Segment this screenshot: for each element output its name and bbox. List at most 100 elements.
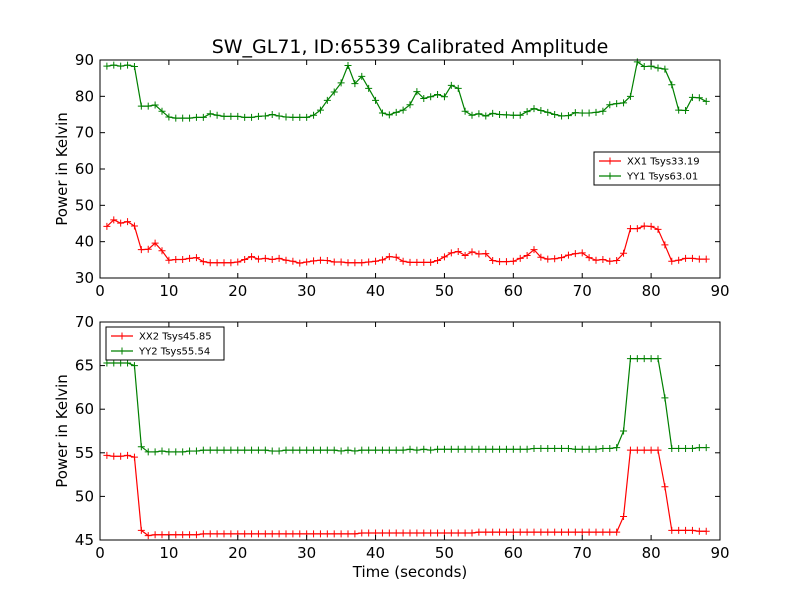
data-point: [254, 112, 262, 120]
data-point: [688, 526, 696, 534]
data-point: [399, 257, 407, 265]
data-point: [358, 529, 366, 537]
data-point: [316, 446, 324, 454]
legend-label: YY2 Tsys55.54: [138, 347, 210, 358]
data-point: [606, 101, 614, 109]
x-tick-label: 80: [642, 282, 661, 300]
data-point: [544, 255, 552, 263]
data-point: [144, 245, 152, 253]
data-point: [172, 448, 180, 456]
data-point: [489, 109, 497, 117]
data-point: [130, 63, 138, 71]
data-point: [179, 114, 187, 122]
data-point: [440, 445, 448, 453]
data-point: [447, 249, 455, 257]
data-point: [358, 72, 366, 80]
data-point: [702, 255, 710, 263]
data-point: [103, 62, 111, 70]
data-point: [289, 257, 297, 265]
data-point: [103, 359, 111, 367]
data-point: [551, 444, 559, 452]
data-point: [344, 61, 352, 69]
data-point: [537, 253, 545, 261]
data-point: [544, 444, 552, 452]
data-point: [558, 254, 566, 262]
data-point: [124, 359, 132, 367]
data-point: [268, 447, 276, 455]
data-point: [578, 528, 586, 536]
data-point: [372, 257, 380, 265]
data-point: [413, 258, 421, 266]
data-point: [599, 528, 607, 536]
x-tick-label: 0: [95, 544, 105, 562]
data-point: [620, 249, 628, 257]
data-point: [110, 452, 118, 460]
data-point: [117, 62, 125, 70]
data-point: [420, 445, 428, 453]
data-point: [378, 529, 386, 537]
data-point: [489, 445, 497, 453]
data-point: [330, 258, 338, 266]
top-legend: XX1 Tsys33.19 YY1 Tsys63.01: [593, 151, 721, 186]
data-point: [454, 529, 462, 537]
x-tick-label: 40: [366, 282, 385, 300]
data-point: [406, 445, 414, 453]
data-point: [358, 259, 366, 267]
data-point: [516, 528, 524, 536]
data-point: [206, 530, 214, 538]
data-point: [268, 530, 276, 538]
data-point: [434, 529, 442, 537]
legend-label: XX1 Tsys33.19: [627, 157, 700, 168]
data-point: [688, 444, 696, 452]
data-point: [468, 248, 476, 256]
chart-title: SW_GL71, ID:65539 Calibrated Amplitude: [212, 36, 609, 58]
data-point: [234, 258, 242, 266]
data-point: [151, 239, 159, 247]
data-point: [440, 93, 448, 101]
data-point: [606, 444, 614, 452]
data-point: [351, 80, 359, 88]
data-point: [496, 111, 504, 118]
data-point: [620, 427, 628, 435]
top-subplot: SW_GL71, ID:65539 Calibrated Amplitude P…: [53, 36, 730, 300]
data-point: [261, 446, 269, 454]
y-tick-label: 50: [75, 196, 94, 214]
data-point: [496, 528, 504, 536]
data-point: [213, 446, 221, 454]
data-point: [192, 113, 200, 121]
data-point: [558, 112, 566, 120]
data-point: [192, 254, 200, 262]
x-tick-label: 20: [228, 544, 247, 562]
data-point: [213, 259, 221, 267]
data-point: [427, 258, 435, 266]
data-point: [675, 444, 683, 452]
top-series-layer: [103, 58, 710, 267]
data-point: [592, 445, 600, 453]
data-point: [365, 529, 373, 537]
data-point: [372, 96, 380, 104]
data-point: [289, 446, 297, 454]
data-point: [282, 256, 290, 264]
data-point: [137, 526, 145, 534]
data-point: [330, 446, 338, 454]
data-point: [509, 111, 517, 119]
data-point: [702, 444, 710, 452]
data-point: [220, 112, 228, 120]
data-point: [564, 528, 572, 536]
series-line: [106, 60, 707, 119]
data-point: [199, 446, 207, 454]
data-point: [502, 258, 510, 266]
data-point: [551, 528, 559, 536]
data-point: [523, 108, 531, 116]
data-point: [475, 445, 483, 453]
data-point: [192, 531, 200, 539]
data-point: [337, 79, 345, 87]
data-point: [275, 254, 283, 262]
data-point: [530, 444, 538, 452]
data-point: [599, 444, 607, 452]
data-point: [613, 257, 621, 265]
data-point: [199, 113, 207, 121]
data-point: [475, 528, 483, 536]
data-point: [137, 102, 145, 110]
